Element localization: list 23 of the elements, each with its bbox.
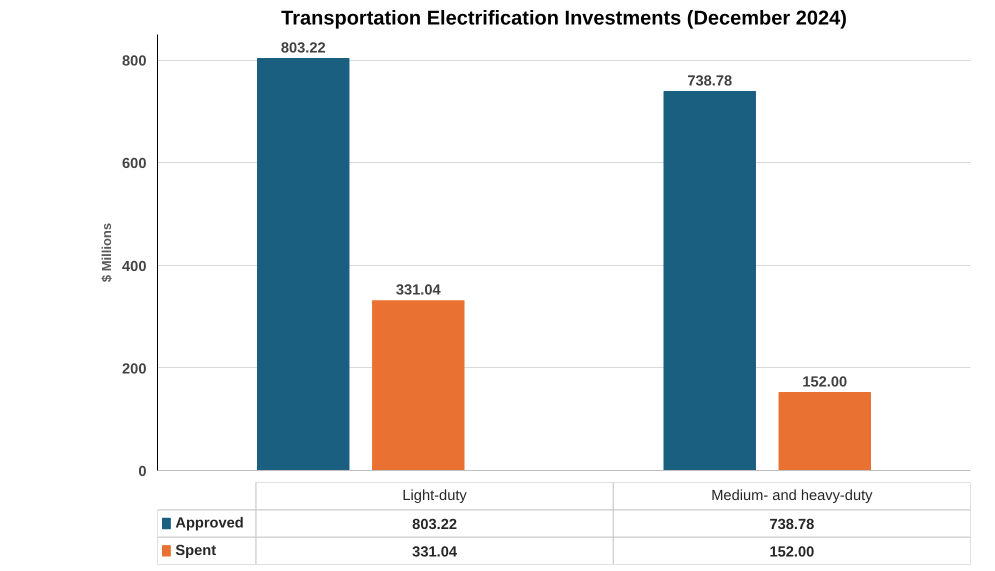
x-tick-label: Light-duty [402, 488, 468, 504]
data-label: 738.78 [769, 517, 814, 533]
y-tick-label: 200 [122, 361, 147, 378]
x-tick-label: Medium- and heavy-duty [711, 488, 874, 504]
text: 803.22 [280, 40, 326, 56]
text: 152.00 [802, 374, 848, 391]
bar [257, 58, 350, 470]
legend-label: Spent [175, 542, 216, 559]
data-label: 331.04 [412, 544, 458, 560]
data-label: 803.22 [412, 517, 457, 533]
legend-label: Approved [175, 516, 244, 532]
y-tick-label: 400 [122, 258, 147, 275]
bar [664, 91, 756, 470]
y-tick-label: 0 [138, 464, 147, 480]
chart-title: Transportation Electrification Investments (December 2024) [281, 8, 847, 30]
bar [372, 300, 464, 470]
text: 738.78 [687, 74, 732, 90]
data-label: 152.00 [769, 544, 814, 560]
y-tick-label: 600 [122, 156, 147, 172]
text: 331.04 [396, 282, 441, 299]
y-axis-title: $ Millions [99, 222, 114, 282]
bar [778, 392, 871, 470]
y-tick-label: 800 [122, 54, 147, 70]
